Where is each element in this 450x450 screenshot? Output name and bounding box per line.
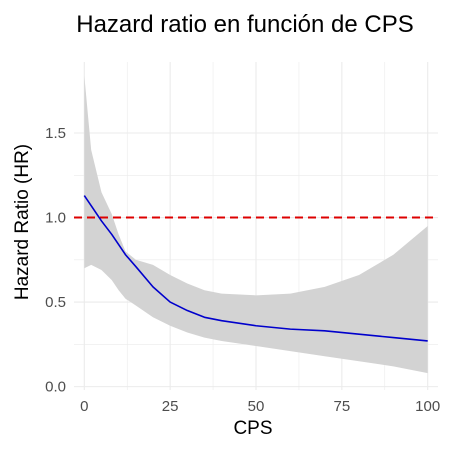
x-tick-label: 100	[415, 398, 440, 415]
x-tick-label: 50	[248, 398, 265, 415]
y-axis-title: Hazard Ratio (HR)	[12, 144, 33, 300]
x-tick-label: 0	[80, 398, 88, 415]
hazard-ratio-line	[83, 195, 428, 342]
y-tick-label: 0.5	[45, 294, 66, 311]
x-tick-label: 75	[334, 398, 351, 415]
hazard-ratio-line-group	[83, 195, 428, 342]
confidence-ribbon	[84, 75, 428, 374]
chart-title: Hazard ratio en función de CPS	[76, 11, 414, 38]
x-tick-label: 25	[162, 398, 179, 415]
y-tick-label: 1.0	[45, 210, 66, 227]
confidence-band	[84, 75, 428, 374]
y-tick-label: 1.5	[45, 125, 66, 142]
x-axis-title: CPS	[233, 418, 272, 439]
y-axis-ticks: 0.0 0.5 1.0 1.5	[45, 125, 66, 396]
x-axis-ticks: 0 25 50 75 100	[80, 398, 440, 415]
y-tick-label: 0.0	[45, 379, 66, 396]
